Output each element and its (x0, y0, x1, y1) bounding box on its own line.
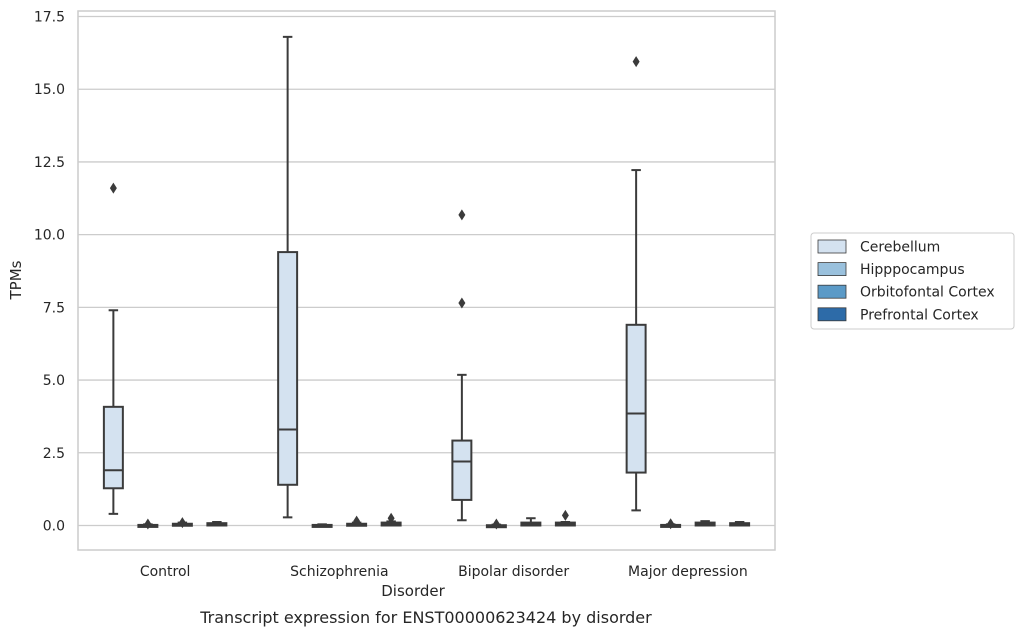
outlier-point (109, 182, 117, 194)
box-cerebellum (102, 182, 124, 515)
y-tick-label: 0.0 (43, 519, 65, 535)
x-tick-labels: Control Schizophrenia Bipolar disorder Majo… (140, 564, 748, 580)
outlier-point (458, 297, 466, 309)
plot-frame (77, 10, 776, 551)
box-prefrontal-cortex (554, 509, 576, 527)
box-orbitofontal-cortex (171, 517, 193, 529)
box-body (102, 405, 124, 490)
legend-label: Cerebellum (860, 240, 940, 256)
y-tick-label: 2.5 (43, 446, 65, 462)
outlier-point (178, 517, 186, 529)
box-hipppocampus (485, 518, 507, 530)
box-cerebellum (625, 56, 647, 512)
legend-frame (810, 232, 1015, 330)
box-orbitofontal-cortex (346, 515, 368, 527)
outlier-point (458, 209, 466, 221)
x-tick-label: Bipolar disorder (458, 564, 569, 580)
box-prefrontal-cortex (380, 512, 402, 527)
box-orbitofontal-cortex (520, 517, 542, 527)
legend-label: Prefrontal Cortex (860, 307, 979, 323)
y-tick-label: 17.5 (34, 10, 65, 26)
box-body (625, 323, 647, 474)
x-tick-label: Schizophrenia (290, 564, 388, 580)
box-prefrontal-cortex (206, 521, 228, 527)
x-axis-label: Disorder (381, 582, 445, 600)
box-cerebellum (277, 35, 299, 519)
box-hipppocampus (137, 518, 159, 530)
legend-swatch (817, 307, 847, 322)
box-prefrontal-cortex (729, 521, 751, 527)
outlier-point (561, 509, 569, 521)
outlier-point (387, 512, 395, 524)
y-tick-label: 5.0 (43, 373, 65, 389)
y-axis-label: TPMs (7, 260, 25, 300)
box-hipppocampus (311, 523, 333, 528)
y-tick-label: 15.0 (34, 82, 65, 98)
x-tick-label: Control (140, 564, 191, 580)
legend-items: Cerebellum Hipppocampus Orbitofontal Corte… (817, 239, 995, 323)
box-cerebellum (451, 209, 473, 522)
legend-label: Orbitofontal Cortex (860, 285, 995, 301)
outlier-point (353, 515, 361, 527)
y-tick-label: 12.5 (34, 155, 65, 171)
y-tick-label: 7.5 (43, 300, 65, 316)
y-tick-label: 10.0 (34, 228, 65, 244)
y-tick-labels: 0.0 2.5 5.0 7.5 10.0 12.5 15.0 17.5 (34, 10, 65, 535)
outlier-point (144, 518, 152, 530)
x-tick-label: Major depression (628, 564, 748, 580)
box-hipppocampus (660, 518, 682, 530)
outlier-point (492, 518, 500, 530)
box-orbitofontal-cortex (694, 520, 716, 527)
outlier-point (632, 56, 640, 68)
box-body (277, 251, 299, 486)
legend: Cerebellum Hipppocampus Orbitofontal Corte… (810, 232, 1015, 330)
chart-caption: Transcript expression for ENST0000062342… (199, 608, 652, 627)
legend-swatch (817, 284, 847, 299)
box-body (451, 439, 473, 501)
grid-layer (78, 15, 775, 527)
outlier-point (667, 518, 675, 530)
legend-swatch (817, 262, 847, 277)
box-layer (102, 35, 751, 530)
legend-label: Hipppocampus (860, 262, 965, 278)
legend-swatch (817, 239, 847, 254)
